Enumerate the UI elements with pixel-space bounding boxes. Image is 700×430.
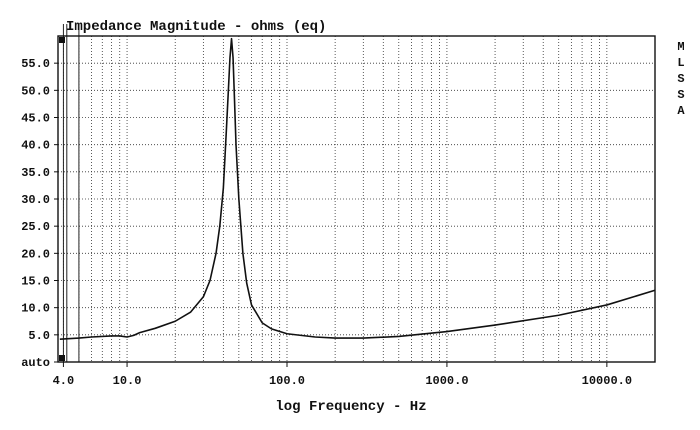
y-tick-label: auto [21,356,50,370]
side-letter: S [677,72,684,86]
x-tick-label: 4.0 [53,374,75,388]
chart-title: Impedance Magnitude - ohms (eq) [66,19,326,35]
impedance-series-line [59,37,656,340]
series-layer [59,37,656,340]
y-tick-label: 10.0 [21,302,50,316]
x-tick-labels: 4.0 10.0 100.0 1000.0 10000.0 [53,362,632,388]
y-tick-label: 45.0 [21,112,50,126]
y-tick-label: 20.0 [21,247,50,261]
y-tick-label: 30.0 [21,193,50,207]
y-tick-labels: auto 5.0 10.0 15.0 20.0 25.0 30.0 35.0 40.0 45.0 5… [21,57,58,370]
y-tick-label: 5.0 [28,329,50,343]
y-tick-label: 50.0 [21,84,50,98]
y-tick-label: 35.0 [21,166,50,180]
x-axis-label: log Frequency - Hz [275,399,426,415]
x-tick-label: 10.0 [113,374,142,388]
side-letter: M [677,40,684,54]
y-tick-label: 25.0 [21,220,50,234]
side-letter: L [677,56,684,70]
side-letter: S [677,88,684,102]
x-tick-label: 100.0 [269,374,305,388]
x-tick-label: 1000.0 [425,374,468,388]
corner-marker-bottom [59,355,65,361]
corner-marker-top [59,37,65,43]
y-tick-label: 15.0 [21,275,50,289]
x-tick-label: 10000.0 [582,374,632,388]
y-tick-label: 40.0 [21,139,50,153]
side-letter: A [677,104,685,118]
y-tick-label: 55.0 [21,57,50,71]
grid-layer [58,24,655,362]
